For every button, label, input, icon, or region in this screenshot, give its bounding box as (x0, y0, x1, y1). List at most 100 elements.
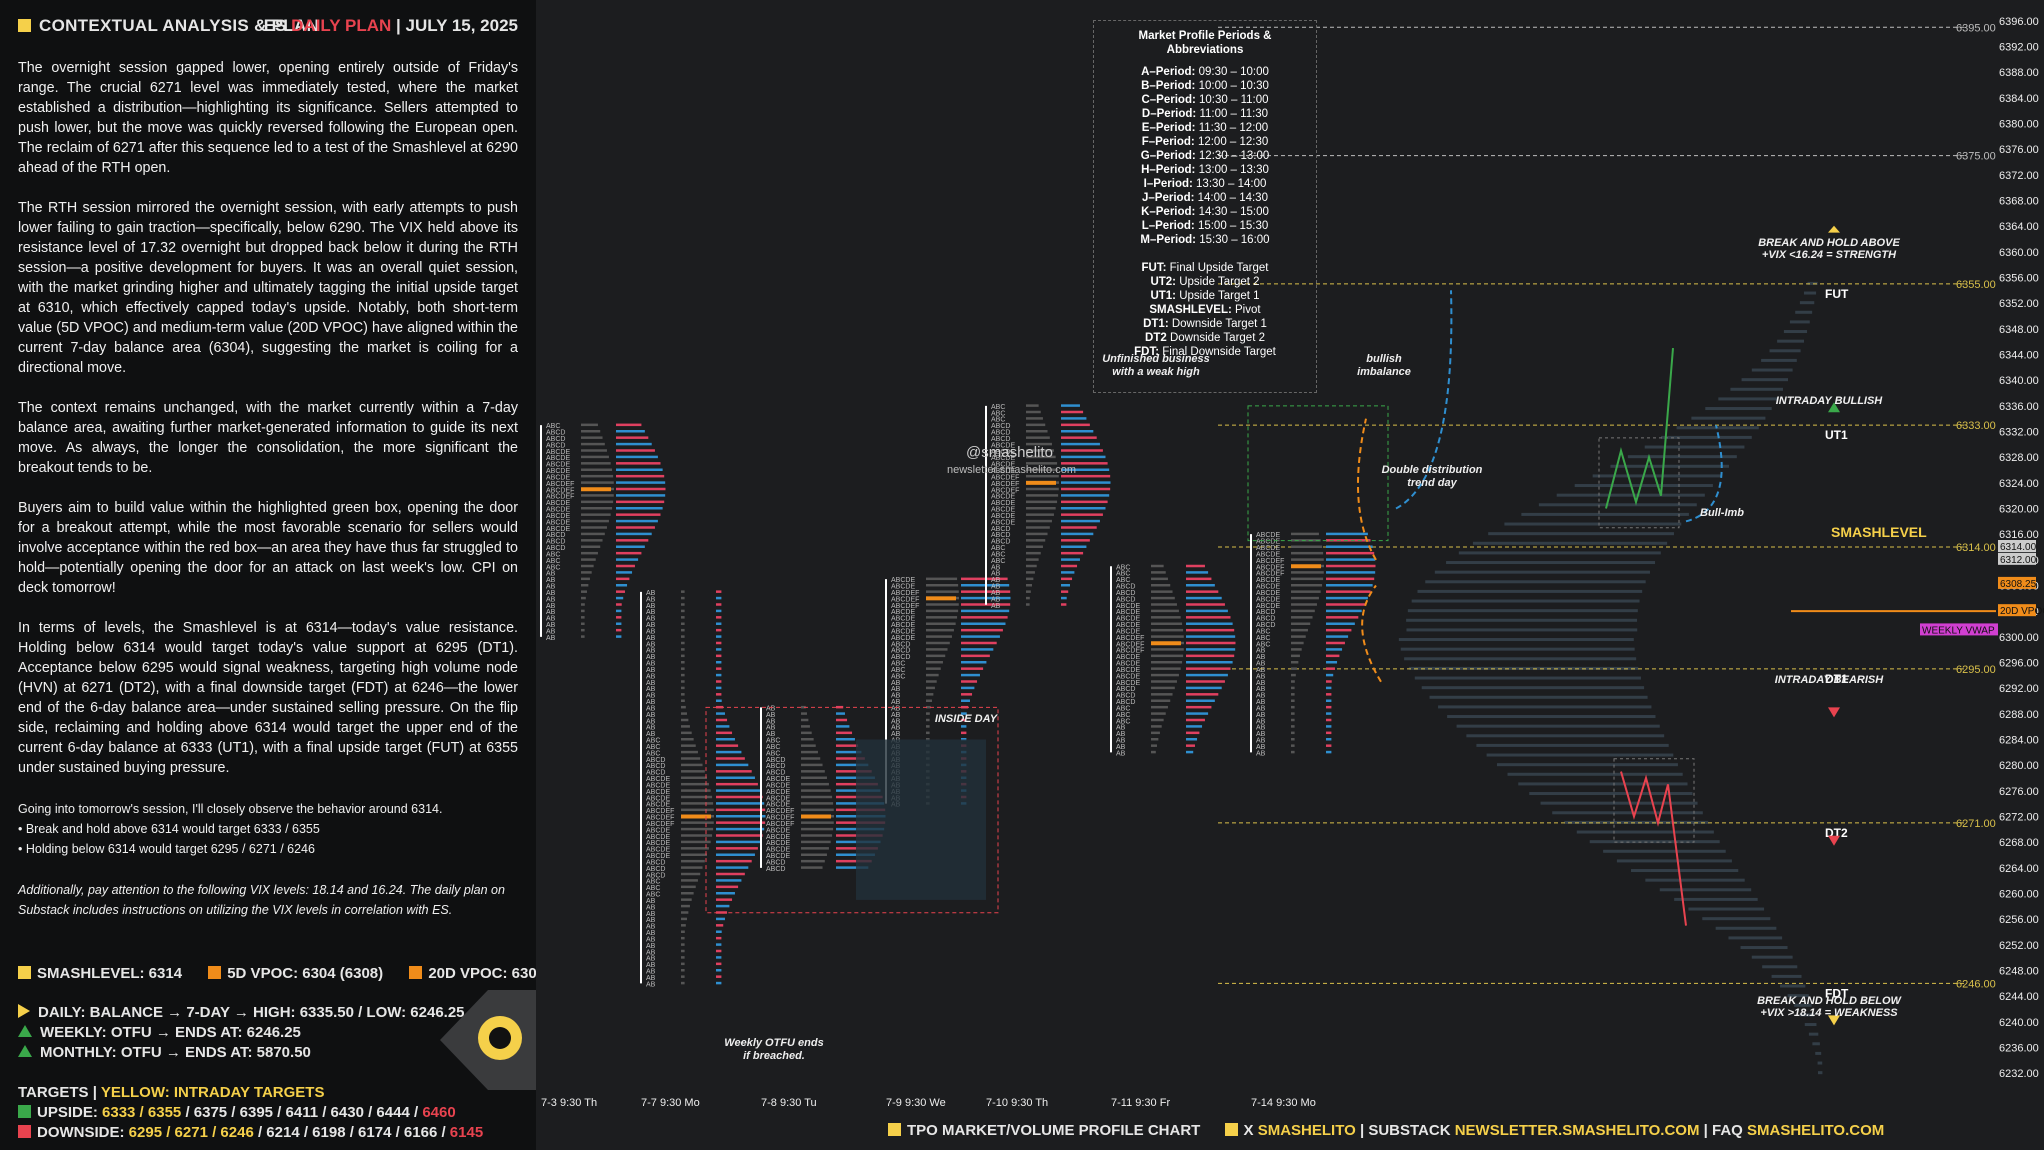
session-tpo-bar (1291, 693, 1295, 696)
session-tpo-letters: ABCDE (546, 500, 570, 507)
volume-profile-bar (1715, 926, 1777, 930)
session-tpo-letters: ABC (1256, 635, 1270, 642)
session-profile-bar (716, 981, 722, 985)
period-row: L–Period: 15:00 – 15:30 (1094, 219, 1316, 233)
session-tpo-bar (1026, 519, 1052, 523)
session-profile-bar (961, 661, 987, 664)
session-tpo-letters: ABCDE (766, 847, 790, 854)
session-poc-marker (581, 487, 611, 492)
session-tpo-letters: ABCDEF (891, 596, 919, 603)
y-tick-label: 6388.00 (1999, 67, 2039, 79)
session-profile-bar (1061, 519, 1100, 523)
session-tpo-bar (681, 789, 711, 792)
session-tpo-letters: ABCDE (891, 622, 915, 629)
session-tpo-bar (681, 975, 685, 978)
session-tpo-letters: AB (891, 731, 901, 738)
session-profile-bar (716, 956, 722, 959)
session-profile-bar (1061, 532, 1094, 536)
header-sep: | (396, 16, 401, 35)
session-profile-bar (961, 648, 994, 651)
footer-substack-link[interactable]: NEWSLETTER.SMASHELITO.COM (1454, 1122, 1700, 1139)
session-profile-bar (716, 731, 733, 735)
session-tpo-bar (1151, 686, 1175, 690)
session-profile-bar (716, 872, 745, 876)
session-profile-bar (1326, 558, 1376, 561)
target-key: SMASHLEVEL: (1149, 304, 1236, 316)
level-name-dt1: DT1 (1825, 672, 1848, 686)
session-profile-bar (716, 789, 761, 792)
session-tpo-bar (801, 782, 829, 786)
session-tpo-bar (926, 712, 930, 715)
session-tpo-bar (1026, 539, 1046, 542)
session-tpo-bar (581, 609, 585, 613)
session-profile-bar (716, 892, 735, 895)
session-tpo-letters: ABCD (891, 654, 910, 661)
volume-profile-bar (1576, 830, 1714, 834)
session-tpo-letters: ABC (891, 673, 905, 680)
session-tpo-letters: ABCDEF (991, 481, 1019, 488)
period-row: G–Period: 12:30 – 13:00 (1094, 149, 1316, 163)
session-tpo-bar (926, 667, 941, 670)
session-tpo-bar (581, 539, 603, 542)
session-profile-bar (1326, 648, 1343, 651)
volume-profile-bar (1780, 984, 1806, 988)
session-profile-bar (1186, 667, 1231, 670)
session-profile-bar (1061, 487, 1111, 491)
session-tpo-letters: ABCDEF (1256, 564, 1284, 571)
session-profile-bar (716, 821, 766, 824)
session-tpo-bar (1291, 667, 1297, 670)
session-tpo-letters: ABCDEF (546, 487, 574, 494)
volume-profile-bar (1458, 551, 1661, 555)
session-profile-bar (961, 641, 997, 645)
session-tpo-letters: ABCDE (546, 468, 570, 475)
annotation-text: BREAK AND HOLD BELOW (1757, 995, 1902, 1007)
period-value: 12:00 – 12:30 (1197, 136, 1269, 148)
session-tpo-bar (581, 462, 611, 465)
session-tpo-bar (1291, 648, 1302, 651)
session-profile-bar (961, 635, 1000, 638)
session-profile-bar (716, 924, 724, 927)
volume-profile-bar (1538, 503, 1697, 507)
session-tpo-letters: ABCDEF (766, 821, 794, 828)
session-tpo-bar (1291, 616, 1313, 619)
session-tpo-bar (926, 693, 934, 696)
session-tpo-letters: ABCDE (766, 782, 790, 789)
session-profile-bar (1186, 705, 1212, 709)
volume-profile-bar (1808, 1032, 1819, 1036)
upside-swatch (18, 1105, 31, 1118)
price-tag-label: 6314.00 (2000, 542, 2037, 553)
target-row: UT1: Upside Target 1 (1094, 289, 1316, 303)
y-tick-label: 6284.00 (1999, 735, 2039, 747)
session-tpo-letters: ABCDE (766, 776, 790, 783)
session-tpo-bar (1026, 513, 1054, 516)
volume-profile-bar (1787, 994, 1809, 998)
session-tpo-letters: ABCDE (766, 802, 790, 809)
session-tpo-letters: ABCDE (546, 462, 570, 469)
volume-profile-bar (1769, 349, 1801, 353)
session-tpo-letters: AB (891, 686, 901, 693)
status-monthly: MONTHLY: OTFU → ENDS AT: 5870.50 (18, 1044, 311, 1061)
session-profile-bar (616, 584, 628, 587)
level-label: 6314.00 (1956, 542, 1996, 554)
footer-x-handle[interactable]: SMASHELITO (1257, 1122, 1356, 1139)
session-profile-bar (1061, 417, 1087, 420)
session-tpo-letters: ABCDEF (891, 603, 919, 610)
session-poc-marker (1151, 641, 1181, 646)
period-value: 13:30 – 14:00 (1196, 178, 1267, 190)
session-profile-bar (1326, 667, 1335, 670)
session-tpo-letters: ABCDE (646, 834, 670, 841)
footer-faq-link[interactable]: SMASHELITO.COM (1747, 1122, 1885, 1139)
annotation-text: INSIDE DAY (935, 713, 999, 725)
session-profile-bar (1326, 680, 1332, 683)
session-tpo-bar (1291, 577, 1324, 581)
tomorrow-bullet-2: • Holding below 6314 would target 6295 /… (18, 842, 315, 856)
session-tpo-letters: ABCDEF (1116, 641, 1144, 648)
target-key: DT1: (1143, 318, 1172, 330)
session-tpo-letters: AB (991, 590, 1001, 597)
session-profile-bar (836, 866, 869, 869)
level-label: 6355.00 (1956, 279, 1996, 291)
session-tpo-bar (926, 725, 930, 728)
session-profile-bar (1186, 596, 1222, 600)
session-tpo-bar (681, 750, 698, 754)
session-profile-bar (1326, 718, 1332, 722)
